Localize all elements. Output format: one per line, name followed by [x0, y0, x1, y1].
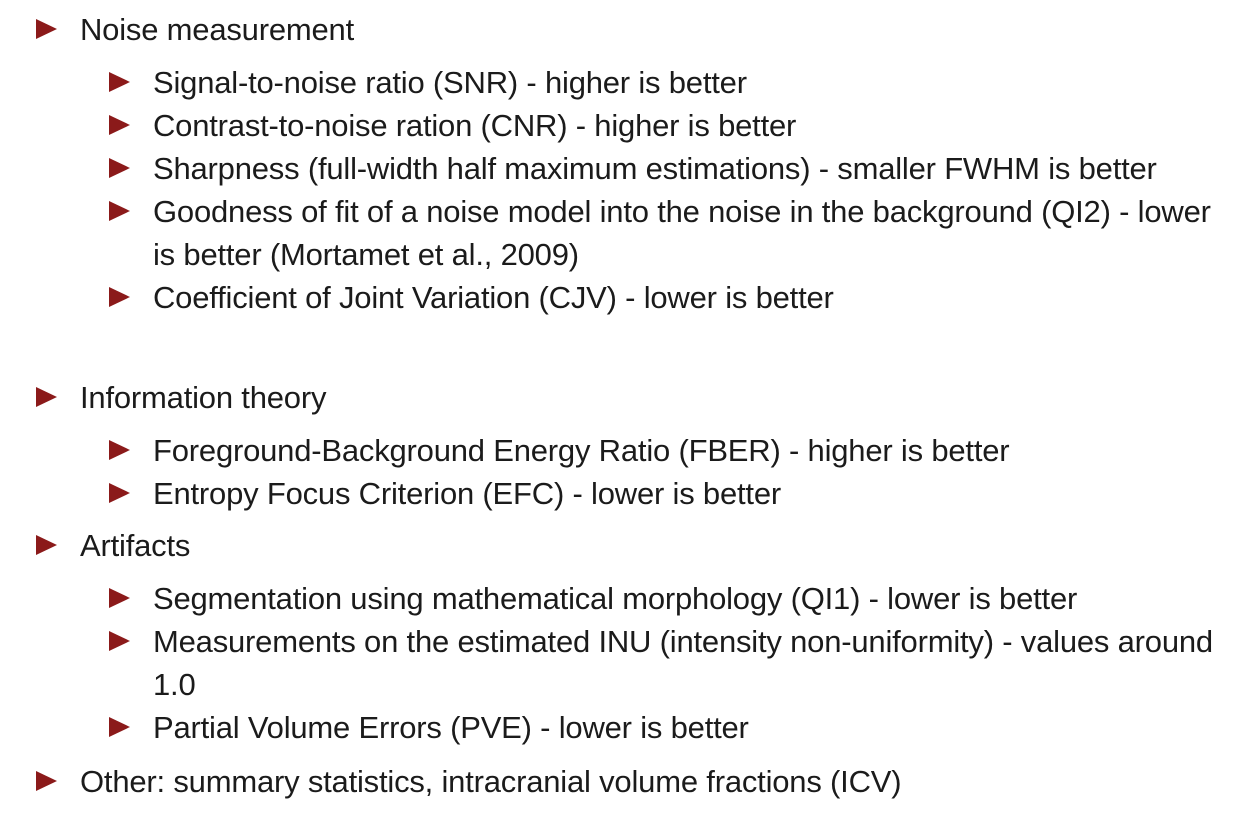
- bullet-item-level2: Entropy Focus Criterion (EFC) - lower is…: [36, 472, 1226, 515]
- bullet-text: Partial Volume Errors (PVE) - lower is b…: [153, 710, 749, 745]
- bullet-text: Foreground-Background Energy Ratio (FBER…: [153, 433, 1010, 468]
- bullet-text: Coefficient of Joint Variation (CJV) - l…: [153, 280, 834, 315]
- section-heading: Artifacts: [80, 528, 191, 563]
- section-heading: Information theory: [80, 380, 327, 415]
- triangle-bullet-icon: [36, 387, 57, 407]
- bullet-text: Contrast-to-noise ration (CNR) - higher …: [153, 108, 797, 143]
- triangle-bullet-icon: [36, 535, 57, 555]
- bullet-item-level2: Sharpness (full-width half maximum estim…: [36, 147, 1226, 190]
- triangle-bullet-icon: [109, 158, 130, 178]
- bullet-item-level2: Segmentation using mathematical morpholo…: [36, 577, 1226, 620]
- section-heading: Other: summary statistics, intracranial …: [80, 764, 902, 799]
- sub-list: Signal-to-noise ratio (SNR) - higher is …: [36, 61, 1226, 319]
- triangle-bullet-icon: [109, 72, 130, 92]
- bullet-text: Sharpness (full-width half maximum estim…: [153, 151, 1157, 186]
- section-artifacts: Artifacts Segmentation using mathematica…: [36, 524, 1226, 749]
- bullet-item-level1: Noise measurement: [36, 8, 1226, 51]
- bullet-item-level2: Contrast-to-noise ration (CNR) - higher …: [36, 104, 1226, 147]
- bullet-item-level1: Other: summary statistics, intracranial …: [36, 760, 1226, 803]
- bullet-item-level2: Measurements on the estimated INU (inten…: [36, 620, 1226, 706]
- triangle-bullet-icon: [36, 19, 57, 39]
- triangle-bullet-icon: [109, 483, 130, 503]
- bullet-item-level2: Coefficient of Joint Variation (CJV) - l…: [36, 276, 1226, 319]
- section-other: Other: summary statistics, intracranial …: [36, 760, 1226, 803]
- sub-list: Segmentation using mathematical morpholo…: [36, 577, 1226, 749]
- bullet-text: Signal-to-noise ratio (SNR) - higher is …: [153, 65, 747, 100]
- section-heading: Noise measurement: [80, 12, 354, 47]
- bullet-item-level2: Signal-to-noise ratio (SNR) - higher is …: [36, 61, 1226, 104]
- triangle-bullet-icon: [109, 440, 130, 460]
- sub-list: Foreground-Background Energy Ratio (FBER…: [36, 429, 1226, 515]
- triangle-bullet-icon: [109, 201, 130, 221]
- triangle-bullet-icon: [109, 287, 130, 307]
- triangle-bullet-icon: [109, 717, 130, 737]
- bullet-item-level1: Information theory: [36, 376, 1226, 419]
- bullet-text: Entropy Focus Criterion (EFC) - lower is…: [153, 476, 781, 511]
- bullet-item-level1: Artifacts: [36, 524, 1226, 567]
- triangle-bullet-icon: [109, 115, 130, 135]
- triangle-bullet-icon: [109, 588, 130, 608]
- bullet-item-level2: Foreground-Background Energy Ratio (FBER…: [36, 429, 1226, 472]
- triangle-bullet-icon: [36, 771, 57, 791]
- bullet-text: Goodness of fit of a noise model into th…: [153, 194, 1211, 272]
- bullet-text: Measurements on the estimated INU (inten…: [153, 624, 1213, 702]
- section-information-theory: Information theory Foreground-Background…: [36, 376, 1226, 515]
- bullet-item-level2: Partial Volume Errors (PVE) - lower is b…: [36, 706, 1226, 749]
- bullet-text: Segmentation using mathematical morpholo…: [153, 581, 1078, 616]
- bullet-item-level2: Goodness of fit of a noise model into th…: [36, 190, 1226, 276]
- section-noise-measurement: Noise measurement Signal-to-noise ratio …: [36, 8, 1226, 319]
- triangle-bullet-icon: [109, 631, 130, 651]
